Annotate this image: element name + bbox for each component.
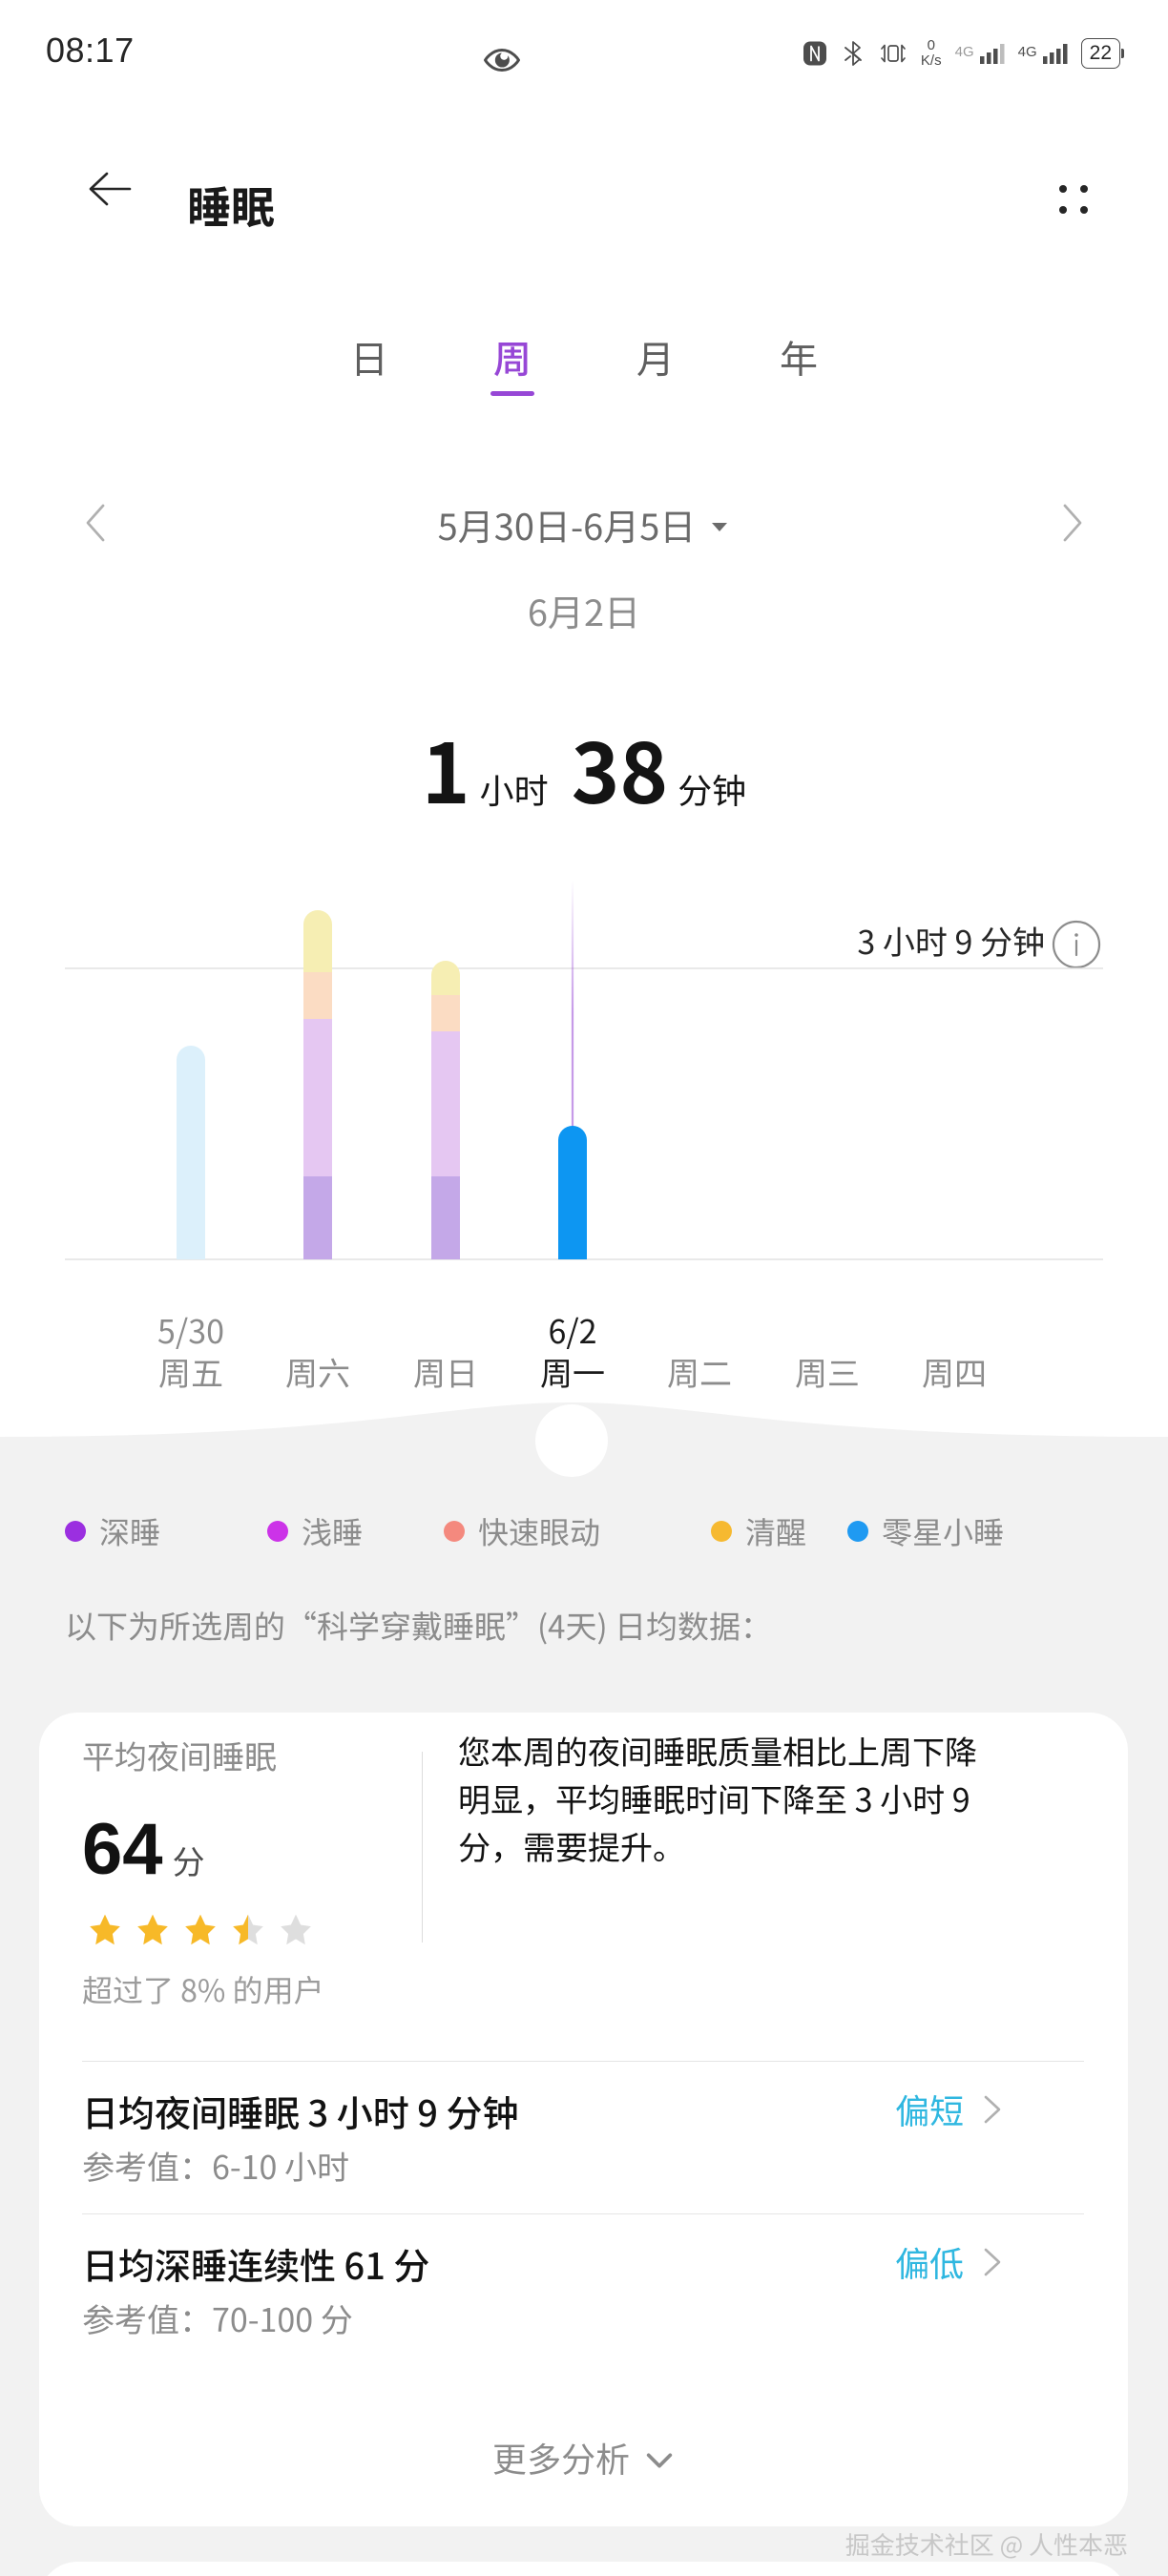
svg-text:周五: 周五 (158, 1348, 223, 1395)
svg-text:周四: 周四 (922, 1348, 987, 1395)
svg-text:5/30: 5/30 (157, 1306, 224, 1353)
svg-text:周一: 周一 (540, 1348, 605, 1395)
svg-text:周六: 周六 (285, 1348, 350, 1395)
svg-text:周二: 周二 (667, 1348, 732, 1395)
svg-text:周三: 周三 (795, 1348, 860, 1395)
svg-text:周日: 周日 (413, 1348, 478, 1395)
svg-text:6/2: 6/2 (548, 1306, 596, 1353)
svg-text:3 小时 9 分钟: 3 小时 9 分钟 (857, 917, 1045, 964)
